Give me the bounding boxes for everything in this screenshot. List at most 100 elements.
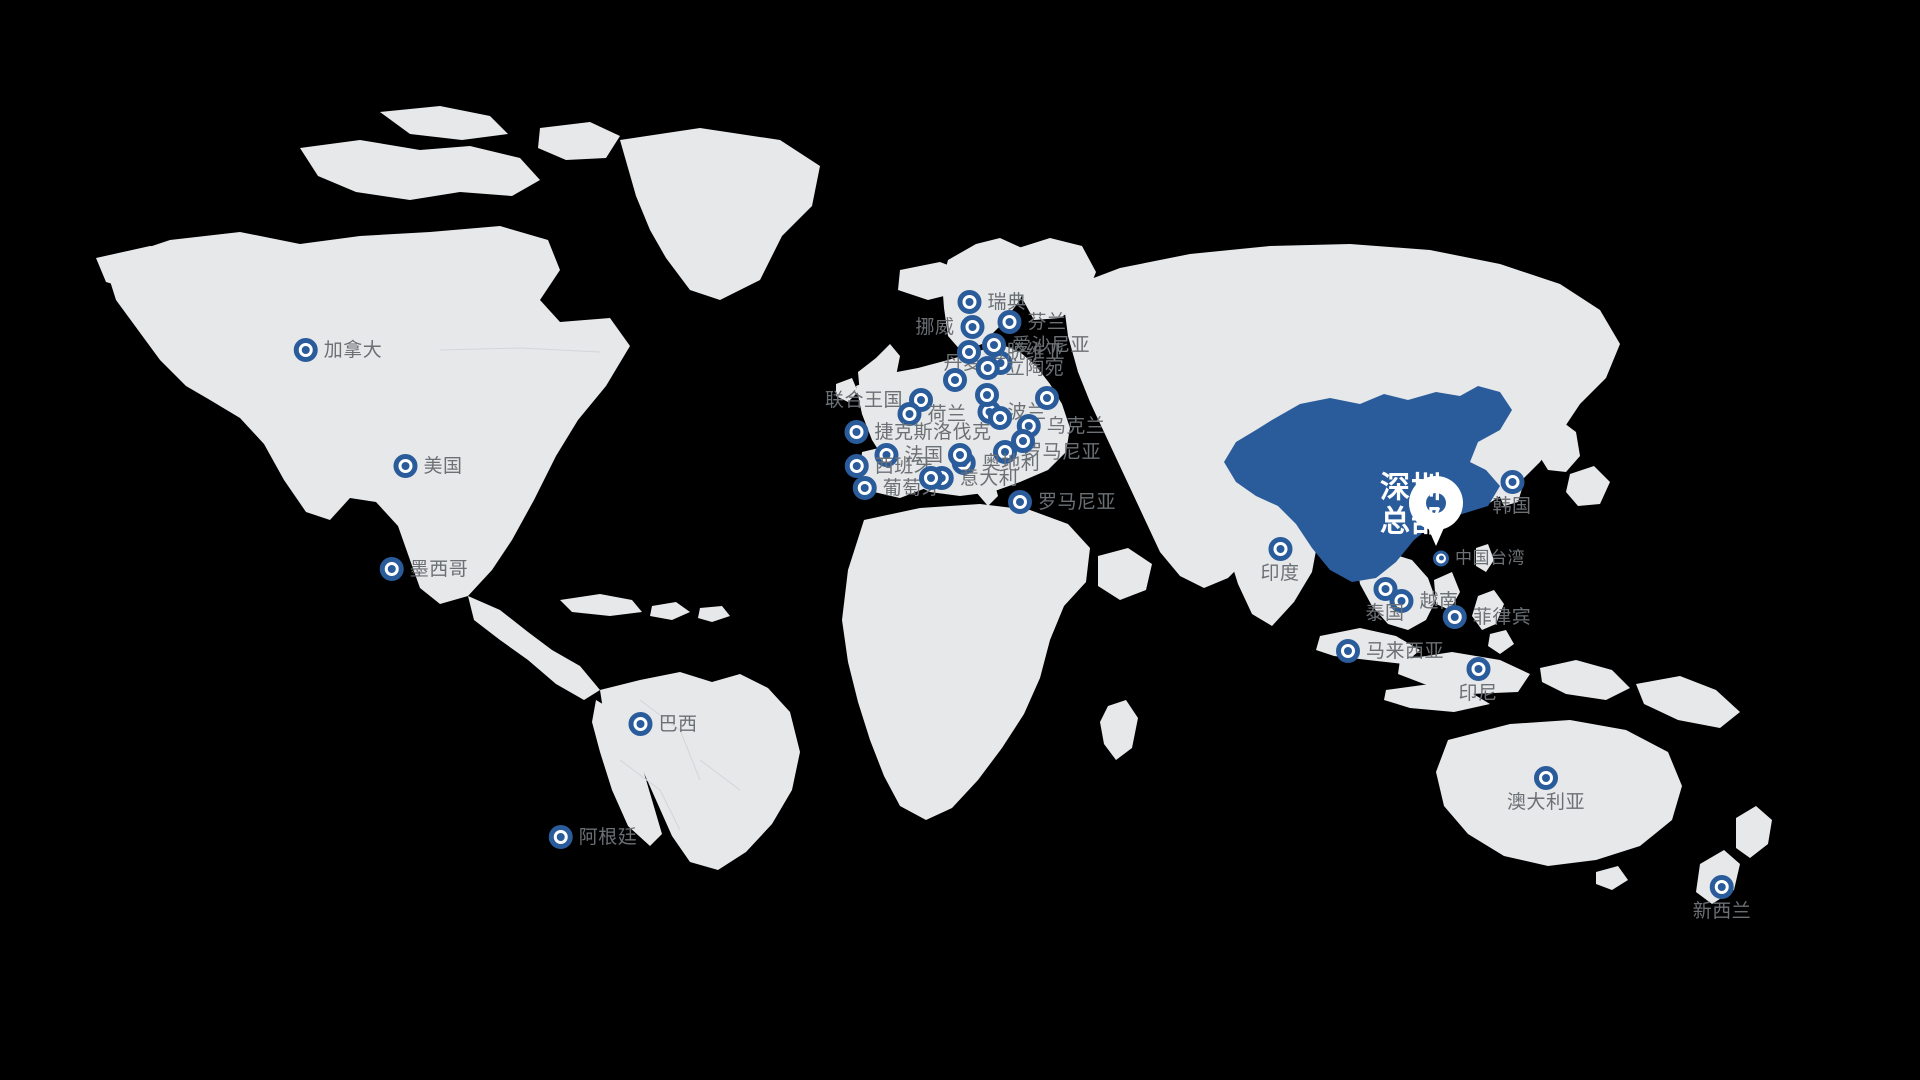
map-marker-romania-2[interactable]: 罗马尼亚: [1007, 490, 1117, 514]
map-marker-eu-blank-5[interactable]: [1011, 429, 1035, 453]
map-marker-italy[interactable]: 意大利: [929, 466, 1019, 490]
location-pin-icon: [897, 402, 922, 426]
hq-pin-marker[interactable]: [1409, 476, 1463, 546]
location-pin-icon: [1533, 766, 1558, 790]
location-pin-icon: [852, 476, 877, 500]
location-pin-icon: [874, 443, 899, 467]
map-marker-label: 挪威: [915, 316, 955, 338]
map-marker-label: 爱沙尼亚: [1011, 334, 1091, 356]
map-marker-label: 立陶宛: [1005, 357, 1065, 379]
map-marker-thailand[interactable]: 泰国: [1365, 577, 1404, 623]
map-marker-romania-1[interactable]: 罗马尼亚: [992, 440, 1102, 464]
map-marker-label: 西班牙: [874, 455, 934, 477]
map-marker-portugal[interactable]: 葡萄牙: [852, 476, 942, 500]
map-marker-eu-blank-3[interactable]: [988, 406, 1012, 430]
map-marker-spain[interactable]: 西班牙: [844, 454, 934, 478]
map-marker-france[interactable]: 法国: [874, 443, 943, 467]
map-marker-label: 乌克兰: [1046, 415, 1106, 437]
location-pin-icon: [1499, 470, 1524, 494]
map-marker-label: 菲律宾: [1472, 606, 1532, 628]
map-marker-label: 法国: [904, 444, 944, 466]
map-marker-label: 荷兰: [927, 403, 967, 425]
map-marker-label: 澳大利亚: [1506, 792, 1586, 813]
location-pin-icon: [628, 712, 653, 736]
map-marker-indonesia[interactable]: 印尼: [1458, 657, 1497, 703]
map-marker-label: 印尼: [1458, 683, 1498, 704]
map-marker-india[interactable]: 印度: [1260, 537, 1299, 583]
location-pin-icon: [293, 338, 318, 362]
map-marker-korea[interactable]: 韩国: [1492, 470, 1531, 516]
location-pin-icon: [919, 466, 943, 490]
location-pin-icon: [844, 454, 869, 478]
location-pin-icon: [975, 383, 999, 407]
map-marker-label: 罗马尼亚: [1037, 491, 1117, 513]
map-marker-taiwan[interactable]: 中国台湾: [1433, 550, 1525, 567]
map-marker-label: 印度: [1260, 563, 1300, 584]
location-pin-icon: [1011, 429, 1035, 453]
location-pin-icon: [981, 333, 1006, 357]
map-marker-eu-blank-1[interactable]: [943, 368, 967, 392]
map-marker-norway[interactable]: 挪威: [915, 315, 985, 339]
map-pin-icon: [1409, 476, 1463, 546]
map-marker-sweden[interactable]: 瑞典: [957, 290, 1026, 314]
map-marker-label: 芬兰: [1027, 311, 1067, 333]
map-marker-lithuania[interactable]: 立陶宛: [975, 356, 1065, 380]
map-marker-label: 泰国: [1365, 603, 1405, 624]
map-marker-label: 拉脱维亚: [986, 341, 1066, 363]
map-marker-label: 意大利: [959, 467, 1019, 489]
map-marker-mexico[interactable]: 墨西哥: [379, 557, 469, 581]
location-pin-icon: [1709, 875, 1734, 899]
map-marker-label: 马来西亚: [1365, 640, 1445, 662]
location-pin-icon: [997, 310, 1022, 334]
location-pin-icon: [844, 420, 869, 444]
location-pin-icon: [393, 454, 418, 478]
location-pin-icon: [548, 825, 573, 849]
location-pin-icon: [1335, 639, 1360, 663]
location-pin-icon: [956, 340, 981, 364]
location-pin-icon: [988, 406, 1012, 430]
location-pin-icon: [1035, 386, 1059, 410]
map-marker-label: 奥地利: [981, 452, 1041, 474]
location-pin-icon: [1442, 605, 1467, 629]
map-marker-label: 美国: [423, 455, 463, 477]
map-marker-label: 韩国: [1492, 496, 1532, 517]
location-pin-icon: [1372, 577, 1397, 601]
map-marker-label: 联合王国: [824, 389, 904, 411]
map-marker-finland[interactable]: 芬兰: [997, 310, 1066, 334]
map-marker-label: 墨西哥: [409, 558, 469, 580]
map-marker-newzealand[interactable]: 新西兰: [1693, 875, 1752, 921]
location-pin-icon: [379, 557, 404, 581]
country-borders: [439, 347, 741, 831]
map-marker-label: 中国台湾: [1455, 548, 1525, 568]
map-marker-netherlands[interactable]: 荷兰: [897, 402, 966, 426]
map-marker-label: 捷克斯洛伐克: [874, 421, 992, 443]
hq-label: 深圳 总部: [1380, 471, 1442, 538]
location-pin-icon: [975, 356, 1000, 380]
map-marker-eu-blank-7[interactable]: [919, 466, 943, 490]
location-pin-icon: [1007, 490, 1032, 514]
map-marker-eu-blank-6[interactable]: [948, 443, 972, 467]
map-marker-eu-blank-2[interactable]: [975, 383, 999, 407]
map-marker-australia[interactable]: 澳大利亚: [1507, 766, 1585, 812]
map-marker-label: 阿根廷: [578, 826, 638, 848]
map-marker-label: 加拿大: [323, 339, 383, 361]
map-marker-label: 巴西: [658, 713, 698, 735]
map-marker-label: 瑞典: [987, 291, 1027, 313]
map-marker-eu-blank-4[interactable]: [1035, 386, 1059, 410]
location-pin-icon: [1267, 537, 1292, 561]
map-marker-brazil[interactable]: 巴西: [628, 712, 697, 736]
map-marker-malaysia[interactable]: 马来西亚: [1335, 639, 1445, 663]
map-marker-czech[interactable]: 捷克斯洛伐克: [844, 420, 991, 444]
location-pin-icon: [1433, 550, 1449, 566]
map-marker-label: 罗马尼亚: [1022, 441, 1102, 463]
location-pin-icon: [957, 290, 982, 314]
map-marker-latvia[interactable]: 拉脱维亚: [956, 340, 1066, 364]
map-marker-estonia[interactable]: 爱沙尼亚: [981, 333, 1091, 357]
map-marker-canada[interactable]: 加拿大: [293, 338, 383, 362]
map-marker-usa[interactable]: 美国: [393, 454, 462, 478]
map-marker-argentina[interactable]: 阿根廷: [548, 825, 638, 849]
highlight-china: [1224, 386, 1512, 582]
map-marker-philippines[interactable]: 菲律宾: [1442, 605, 1532, 629]
